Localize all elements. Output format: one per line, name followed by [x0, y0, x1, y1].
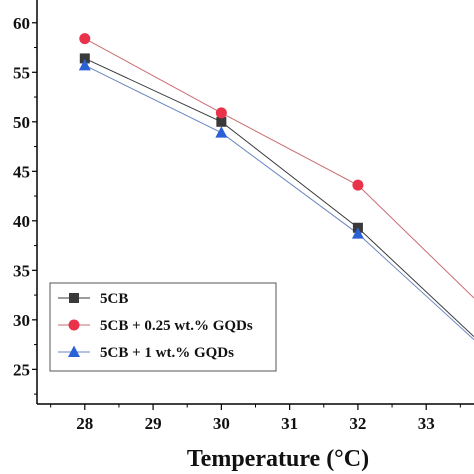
data-point-2-2 [351, 227, 364, 239]
data-point-2-0 [78, 58, 91, 71]
x-tick-label-0: 28 [76, 414, 93, 433]
x-tick-label-4: 32 [349, 414, 366, 433]
legend-marker-1 [68, 319, 80, 331]
x-tick-label-2: 30 [213, 414, 230, 433]
series-line-1 [84, 38, 474, 299]
plot-markers [78, 33, 364, 239]
y-tick-label-2: 35 [13, 261, 30, 280]
y-tick-label-3: 40 [13, 212, 30, 231]
y-tick-label-1: 30 [13, 311, 30, 330]
x-axis-title: Temperature (°C) [187, 446, 369, 472]
axes: 25 30 35 40 45 50 55 60 28 29 30 31 32 33 [13, 0, 474, 433]
y-tick-label-0: 25 [13, 360, 30, 379]
y-tick-label-5: 50 [13, 113, 30, 132]
data-point-0-0 [79, 53, 90, 64]
legend: 5CB 5CB + 0.25 wt.% GQDs 5CB + 1 wt.% GQDs [49, 282, 277, 372]
series-line-2 [84, 64, 474, 341]
data-point-1-2 [352, 179, 364, 191]
x-tick-label-5: 33 [418, 414, 435, 433]
series-line-0 [84, 57, 474, 338]
legend-label-0: 5CB [100, 291, 128, 307]
data-point-0-1 [216, 116, 227, 127]
legend-marker-2 [68, 345, 80, 357]
data-point-2-1 [215, 126, 228, 138]
legend-label-2: 5CB + 1 wt.% GQDs [100, 345, 234, 361]
legend-label-1: 5CB + 0.25 wt.% GQDs [100, 318, 253, 334]
y-tick-label-4: 45 [13, 162, 30, 181]
x-tick-label-1: 29 [145, 414, 162, 433]
y-tick-label-6: 55 [13, 63, 30, 82]
plot-lines [84, 38, 474, 341]
data-point-1-0 [79, 33, 91, 45]
y-tick-label-7: 60 [13, 14, 30, 33]
legend-marker-0 [69, 293, 79, 303]
data-point-1-1 [215, 107, 227, 119]
x-tick-label-3: 31 [281, 414, 298, 433]
